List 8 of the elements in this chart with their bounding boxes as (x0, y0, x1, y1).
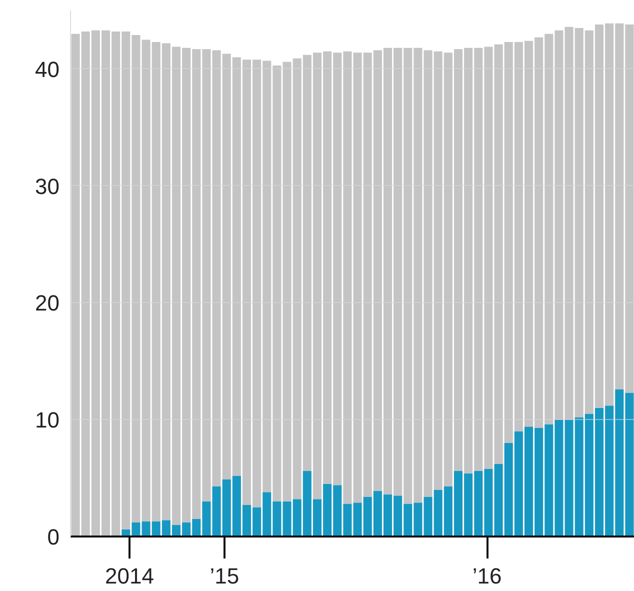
x-tick-label: 2014 (105, 564, 154, 588)
y-tick-label: 30 (35, 174, 60, 199)
y-tick-label: 10 (35, 408, 60, 433)
y-tick-label: 20 (35, 290, 60, 316)
y-tick-label: 40 (35, 56, 60, 82)
x-tick-label: ’16 (472, 564, 502, 588)
y-tick-label: 0 (47, 524, 60, 550)
x-tick-label: ’15 (210, 564, 240, 588)
